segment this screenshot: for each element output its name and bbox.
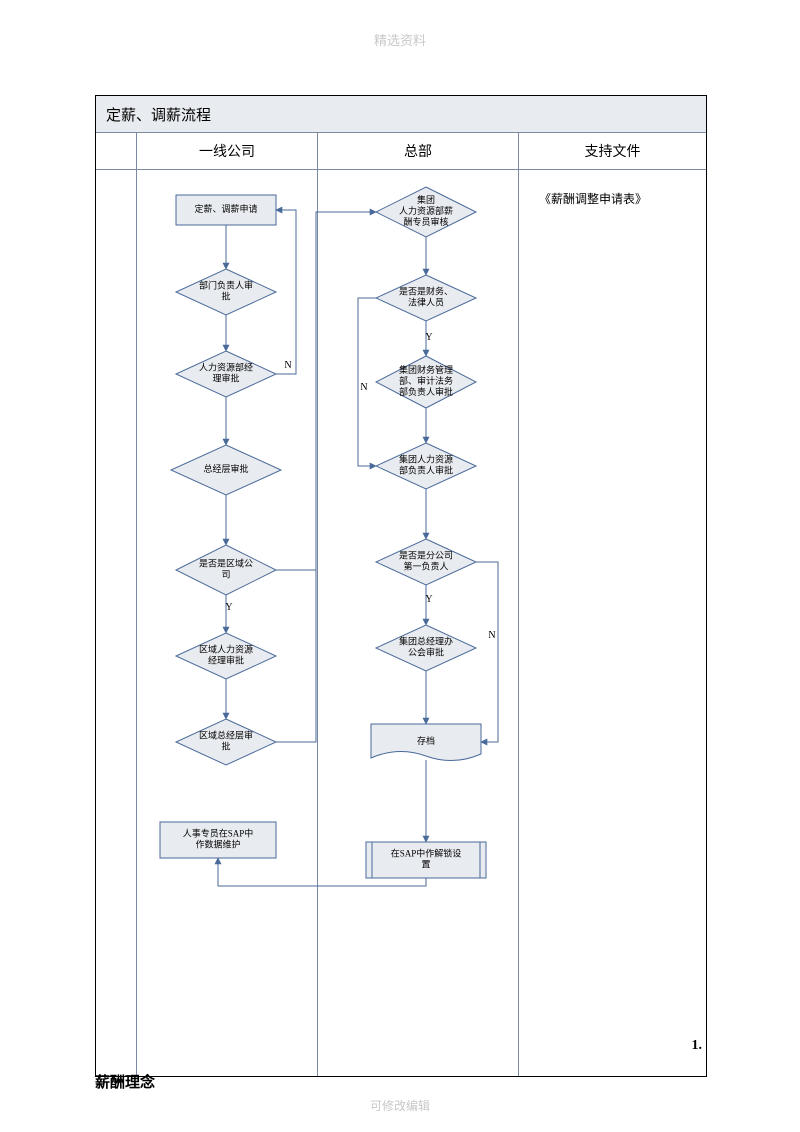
svg-text:N: N — [488, 630, 495, 641]
svg-text:人力资源部薪: 人力资源部薪 — [399, 205, 453, 216]
svg-text:Y: Y — [425, 332, 432, 343]
svg-text:人力资源部经: 人力资源部经 — [199, 362, 253, 373]
footer-watermark: 可修改编辑 — [0, 1097, 800, 1114]
svg-text:部、审计法务: 部、审计法务 — [399, 375, 453, 386]
svg-text:集团人力资源: 集团人力资源 — [399, 454, 453, 465]
svg-text:集团财务管理: 集团财务管理 — [399, 364, 453, 375]
svg-text:理审批: 理审批 — [212, 373, 239, 384]
diagram-body: 《薪酬调整申请表》 定薪、调薪申请部门负责人审批人力资源部经理审批总经层审批是否… — [96, 170, 706, 1076]
svg-text:法律人员: 法律人员 — [408, 297, 444, 308]
svg-text:Y: Y — [225, 602, 232, 613]
svg-text:是否是财务、: 是否是财务、 — [399, 286, 453, 297]
svg-text:经理审批: 经理审批 — [208, 655, 244, 666]
svg-text:N: N — [360, 382, 367, 393]
svg-text:N: N — [284, 360, 291, 371]
svg-text:部门负责人审: 部门负责人审 — [199, 280, 253, 291]
svg-text:作数据维护: 作数据维护 — [195, 839, 240, 850]
col-header-frontline: 一线公司 — [137, 133, 318, 169]
svg-text:集团: 集团 — [417, 194, 435, 205]
svg-text:集团总经理办: 集团总经理办 — [399, 636, 453, 647]
svg-text:部负责人审批: 部负责人审批 — [399, 465, 453, 476]
header-watermark: 精选资料 — [0, 30, 800, 49]
svg-text:司: 司 — [221, 570, 230, 580]
svg-text:置: 置 — [421, 860, 430, 870]
diagram-frame: 定薪、调薪流程 一线公司 总部 支持文件 《薪酬调整申请表》 定薪、调薪申请部门… — [95, 95, 707, 1077]
svg-text:是否是区域公: 是否是区域公 — [199, 558, 253, 569]
col-header-support: 支持文件 — [519, 133, 706, 169]
svg-text:部负责人审批: 部负责人审批 — [399, 386, 453, 397]
svg-text:在SAP中作解锁设: 在SAP中作解锁设 — [391, 848, 462, 859]
svg-text:酬专员审核: 酬专员审核 — [403, 216, 448, 227]
column-header-row: 一线公司 总部 支持文件 — [96, 133, 706, 170]
svg-text:是否是分公司: 是否是分公司 — [399, 551, 453, 561]
svg-text:区域人力资源: 区域人力资源 — [199, 644, 253, 655]
svg-text:存档: 存档 — [417, 735, 435, 746]
col-header-blank — [96, 133, 137, 169]
svg-text:Y: Y — [425, 594, 432, 605]
svg-text:总经层审批: 总经层审批 — [203, 463, 248, 474]
flowchart-svg: 定薪、调薪申请部门负责人审批人力资源部经理审批总经层审批是否是区域公司区域人力资… — [136, 170, 706, 1076]
col-header-hq: 总部 — [318, 133, 519, 169]
svg-text:人事专员在SAP中: 人事专员在SAP中 — [183, 828, 254, 839]
svg-text:区域总经层审: 区域总经层审 — [199, 730, 253, 741]
svg-text:第一负责人: 第一负责人 — [403, 561, 448, 572]
svg-text:定薪、调薪申请: 定薪、调薪申请 — [194, 203, 257, 214]
svg-text:公会审批: 公会审批 — [408, 647, 444, 658]
page-number: 1. — [692, 1038, 703, 1054]
svg-text:批: 批 — [221, 291, 230, 302]
section-heading: 薪酬理念 — [95, 1071, 155, 1092]
svg-text:批: 批 — [221, 741, 230, 752]
diagram-title: 定薪、调薪流程 — [96, 96, 706, 133]
